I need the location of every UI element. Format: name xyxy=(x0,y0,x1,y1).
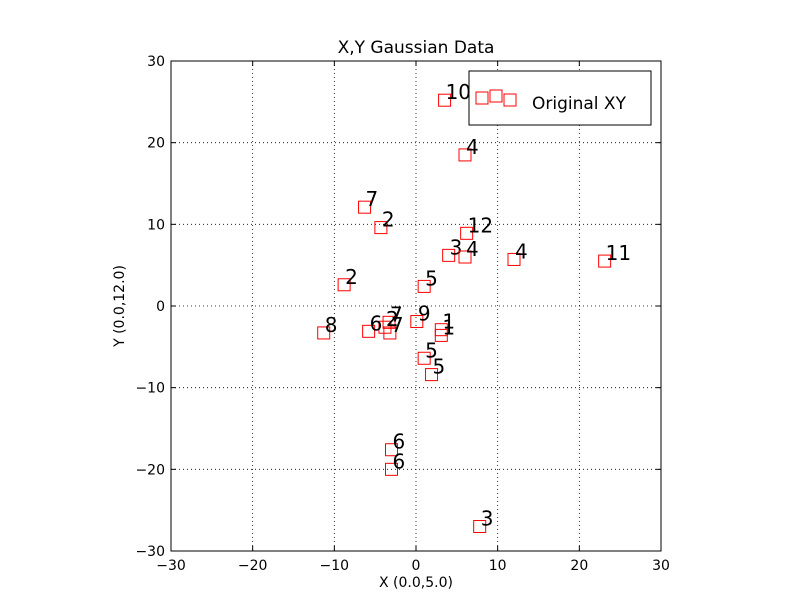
legend-marker xyxy=(489,89,503,103)
data-point-label: 1 xyxy=(442,310,455,334)
y-tick-label: 30 xyxy=(147,54,165,70)
data-point-label: 2 xyxy=(382,208,395,232)
data-point-marker xyxy=(417,279,431,293)
data-point-marker xyxy=(317,326,331,340)
x-tick-label: 10 xyxy=(489,558,507,574)
data-point-marker xyxy=(473,520,487,533)
data-point-marker xyxy=(458,148,472,162)
grid-lines xyxy=(171,61,661,551)
data-point-label: 12 xyxy=(468,213,493,237)
data-point-label: 2 xyxy=(386,307,399,331)
data-point-label: 5 xyxy=(433,355,446,379)
data-point-marker xyxy=(337,278,351,292)
data-point-label: 6 xyxy=(393,449,406,473)
data-point-label: 7 xyxy=(391,313,404,337)
data-point-label: 7 xyxy=(390,302,403,326)
x-tick-label: −30 xyxy=(156,558,186,574)
data-point-label: 7 xyxy=(366,187,379,211)
data-point-marker xyxy=(438,93,452,107)
x-tick-label: −20 xyxy=(238,558,268,574)
y-tick-label: −20 xyxy=(135,462,165,478)
data-point-label: 3 xyxy=(481,507,494,531)
data-point-label: 9 xyxy=(418,302,431,326)
y-tick-label: 0 xyxy=(156,299,165,315)
data-point-label: 5 xyxy=(425,338,438,362)
y-tick-label: −10 xyxy=(135,381,165,397)
data-point-marker xyxy=(598,254,612,268)
legend: Original XY xyxy=(468,70,652,126)
data-point-marker xyxy=(358,200,372,214)
legend-marker xyxy=(503,93,517,107)
data-point-marker xyxy=(383,326,397,340)
x-tick-label: 0 xyxy=(412,558,421,574)
y-tick-label: −30 xyxy=(135,544,165,560)
y-axis-label: Y (0.0,12.0) xyxy=(112,265,128,348)
axis-ticks: −30 −20 −10 0 10 20 30 −30 −20 −10 0 10 20 30 xyxy=(135,54,669,574)
data-point-label: 4 xyxy=(515,239,528,263)
x-axis-label: X (0.0,5.0) xyxy=(379,575,453,591)
data-point-label: 4 xyxy=(466,135,479,159)
data-point-label: 10 xyxy=(446,80,471,104)
data-point-marker xyxy=(442,248,456,262)
data-point-label: 6 xyxy=(370,311,383,335)
data-point-label: 3 xyxy=(450,235,463,259)
data-point-marker xyxy=(425,368,439,382)
data-point-marker xyxy=(507,252,521,266)
legend-box xyxy=(468,70,652,126)
data-point-label: 8 xyxy=(325,313,338,337)
data-point-label: 1 xyxy=(442,315,455,339)
data-point-marker xyxy=(434,328,448,342)
x-tick-label: 20 xyxy=(570,558,588,574)
data-point-label: 4 xyxy=(466,237,479,261)
data-point-marker xyxy=(374,221,388,235)
data-point-marker xyxy=(385,443,398,457)
data-point-marker xyxy=(362,324,376,338)
y-tick-label: 10 xyxy=(147,217,165,233)
data-point-label: 11 xyxy=(606,241,631,265)
data-point-marker xyxy=(417,351,431,365)
data-point-marker xyxy=(460,226,474,240)
data-point-label: 6 xyxy=(393,430,406,454)
x-tick-label: 30 xyxy=(652,558,670,574)
x-tick-label: −10 xyxy=(320,558,350,574)
data-point-marker xyxy=(385,462,398,476)
y-tick-label: 20 xyxy=(147,136,165,152)
data-point-label: 2 xyxy=(345,265,358,289)
data-point-label: 5 xyxy=(425,266,438,290)
data-point-marker xyxy=(382,315,396,329)
data-point-marker xyxy=(458,250,472,264)
legend-label: Original XY xyxy=(532,94,627,114)
data-point-marker xyxy=(410,315,424,329)
chart-title: X,Y Gaussian Data xyxy=(338,38,495,58)
legend-marker xyxy=(475,91,489,105)
